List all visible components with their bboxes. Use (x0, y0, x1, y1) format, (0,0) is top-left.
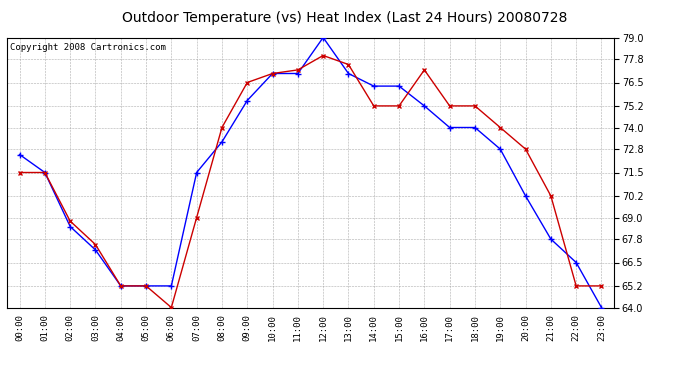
Text: Outdoor Temperature (vs) Heat Index (Last 24 Hours) 20080728: Outdoor Temperature (vs) Heat Index (Las… (122, 11, 568, 25)
Text: Copyright 2008 Cartronics.com: Copyright 2008 Cartronics.com (10, 43, 166, 52)
